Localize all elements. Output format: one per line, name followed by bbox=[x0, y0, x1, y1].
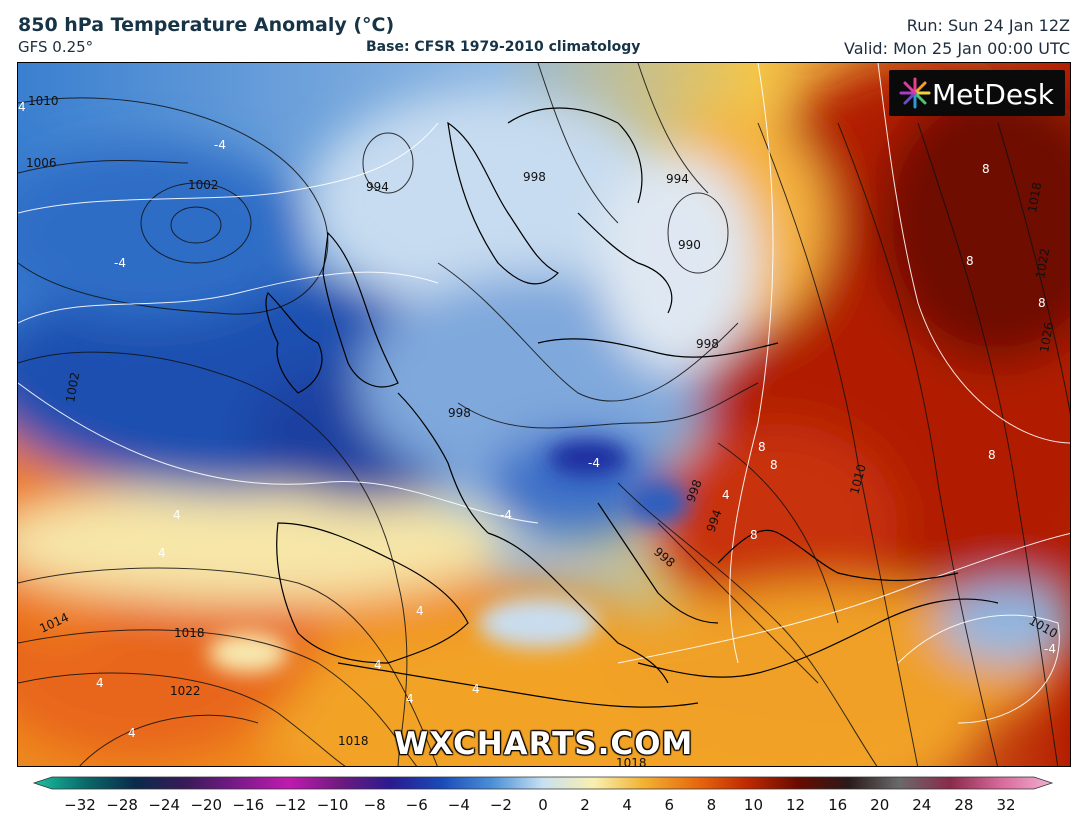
anomaly-label: 8 bbox=[982, 162, 990, 176]
anomaly-detail bbox=[208, 440, 688, 673]
anomaly-label: 4 bbox=[158, 546, 166, 560]
colorbar-tick-label: −8 bbox=[363, 796, 386, 814]
colorbar-tick-label: −16 bbox=[232, 796, 265, 814]
anomaly-field bbox=[18, 63, 1070, 766]
anomaly-label-layer: 4 -4 -4 8 8 8 8 8 8 8 4 4 -4 4 4 4 4 4 4… bbox=[18, 100, 1056, 740]
pressure-label: 1022 bbox=[170, 684, 201, 698]
anomaly-label: 4 bbox=[406, 692, 414, 706]
colorbar-tick-label: 2 bbox=[580, 796, 590, 814]
pressure-label: 1002 bbox=[63, 371, 82, 404]
colorbar-tick-label: 16 bbox=[828, 796, 848, 814]
pressure-label: 994 bbox=[366, 180, 389, 194]
pressure-label: 1018 bbox=[338, 734, 369, 748]
colorbar-tick-label: −4 bbox=[447, 796, 470, 814]
pressure-label: 1026 bbox=[1037, 321, 1056, 354]
pressure-label: 1006 bbox=[26, 156, 57, 170]
colorbar-tick-label: 10 bbox=[743, 796, 763, 814]
colorbar-tick-label: 8 bbox=[706, 796, 717, 814]
colorbar-tick-label: 20 bbox=[870, 796, 890, 814]
anomaly-label: 4 bbox=[18, 100, 26, 114]
anomaly-contours bbox=[18, 63, 1070, 724]
chart-title: 850 hPa Temperature Anomaly (°C) bbox=[18, 14, 395, 36]
model-name: GFS 0.25° bbox=[18, 38, 94, 56]
run-time: Run: Sun 24 Jan 12Z bbox=[906, 16, 1070, 35]
colorbar-tick-label: −24 bbox=[148, 796, 180, 814]
colorbar-tick-label: −32 bbox=[64, 796, 96, 814]
pressure-label: 994 bbox=[666, 172, 689, 186]
anomaly-label: 4 bbox=[472, 682, 480, 696]
pressure-label: 1010 bbox=[28, 94, 59, 108]
colorbar-tick-label: −10 bbox=[316, 796, 349, 814]
anomaly-map: 1010 1006 1002 994 998 994 990 998 998 1… bbox=[17, 62, 1071, 767]
wxcharts-watermark: WXCHARTS.COM bbox=[394, 726, 694, 762]
chart-header: 850 hPa Temperature Anomaly (°C) GFS 0.2… bbox=[0, 0, 1084, 62]
pressure-label: 1018 bbox=[1025, 181, 1044, 214]
colorbar-tick-label: 12 bbox=[785, 796, 806, 814]
colorbar-tick-label: 0 bbox=[538, 796, 548, 814]
colorbar-tick-label: −12 bbox=[274, 796, 307, 814]
pressure-label: 990 bbox=[678, 238, 701, 252]
anomaly-label: -4 bbox=[1044, 642, 1056, 656]
anomaly-label: 4 bbox=[96, 676, 104, 690]
colorbar-tick-label: −28 bbox=[106, 796, 138, 814]
pressure-label: 1002 bbox=[188, 178, 219, 192]
colorbar-tick-label: 4 bbox=[622, 796, 632, 814]
pressure-label: 1018 bbox=[616, 756, 647, 767]
pressure-label: 998 bbox=[696, 337, 719, 351]
metdesk-logo-text: MetDesk bbox=[932, 78, 1054, 111]
anomaly-label: 8 bbox=[750, 528, 758, 542]
pressure-label: 998 bbox=[523, 170, 546, 184]
colorbar: −32 −28 −24 −20 −16 −12 −10 −8 −6 −4 −2 0 2 4 6 8 10 12 16… bbox=[0, 772, 1084, 832]
colorbar-strip bbox=[32, 776, 1054, 790]
metdesk-logo-icon bbox=[899, 77, 931, 109]
colorbar-tick-label: 28 bbox=[954, 796, 974, 814]
anomaly-label: 8 bbox=[758, 440, 766, 454]
anomaly-label: 8 bbox=[966, 254, 974, 268]
pressure-label: 1018 bbox=[174, 626, 205, 640]
anomaly-label: 4 bbox=[722, 488, 730, 502]
colorbar-tick-label: −2 bbox=[489, 796, 512, 814]
colorbar-tick-label: 24 bbox=[912, 796, 932, 814]
coastlines bbox=[265, 107, 999, 708]
anomaly-label: 8 bbox=[1038, 296, 1046, 310]
anomaly-label: 8 bbox=[770, 458, 778, 472]
anomaly-label: 4 bbox=[416, 604, 424, 618]
metdesk-logo bbox=[889, 70, 1065, 116]
anomaly-label: 4 bbox=[374, 658, 382, 672]
anomaly-label: -4 bbox=[588, 456, 600, 470]
anomaly-label: -4 bbox=[214, 138, 226, 152]
pressure-label: 1022 bbox=[1033, 247, 1052, 280]
pressure-label: 998 bbox=[448, 406, 471, 420]
anomaly-label: 4 bbox=[128, 726, 136, 740]
anomaly-label: -4 bbox=[500, 508, 512, 522]
colorbar-tick-label: −20 bbox=[190, 796, 223, 814]
anomaly-label: -4 bbox=[114, 256, 126, 270]
anomaly-label: 8 bbox=[988, 448, 996, 462]
colorbar-tick-label: 6 bbox=[664, 796, 675, 814]
valid-time: Valid: Mon 25 Jan 00:00 UTC bbox=[844, 39, 1070, 58]
map-canvas: 1010 1006 1002 994 998 994 990 998 998 1… bbox=[18, 63, 1070, 767]
colorbar-tick-label: 32 bbox=[996, 796, 1016, 814]
climatology-base: Base: CFSR 1979-2010 climatology bbox=[366, 39, 641, 55]
colorbar-tick-label: −6 bbox=[405, 796, 428, 814]
isobars bbox=[18, 63, 1070, 766]
anomaly-label: 4 bbox=[173, 508, 181, 522]
